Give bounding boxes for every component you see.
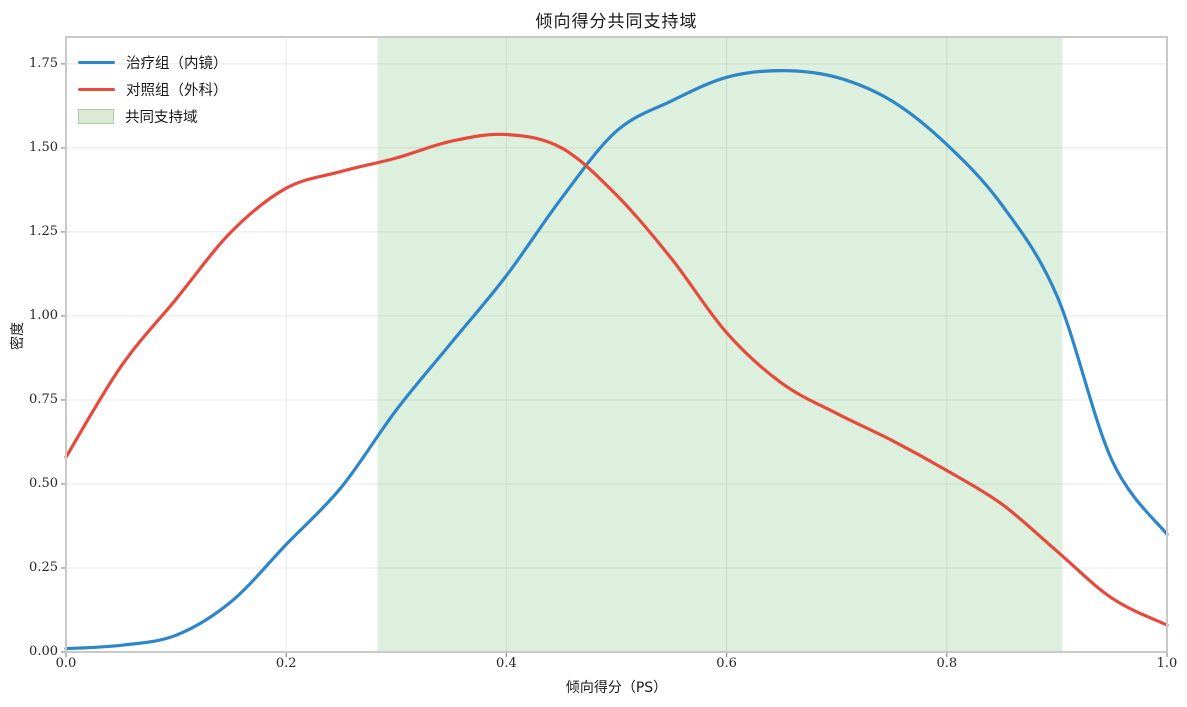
x-tick-label: 0.4 bbox=[496, 656, 517, 671]
legend-line-swatch bbox=[78, 87, 115, 92]
x-tick-label: 0.2 bbox=[275, 656, 297, 671]
y-tick-label: 0.25 bbox=[29, 559, 58, 575]
y-tick-label: 1.00 bbox=[29, 307, 58, 323]
common-support-region bbox=[377, 37, 1063, 652]
legend-item-common-support: 共同支持域 bbox=[78, 103, 228, 130]
y-tick-label: 1.25 bbox=[29, 223, 58, 239]
axes-frame bbox=[65, 36, 1168, 653]
legend-line-swatch bbox=[78, 60, 115, 65]
x-tick-label: 0.0 bbox=[55, 656, 77, 671]
x-axis-label: 倾向得分（PS） bbox=[565, 680, 668, 696]
legend-label: 对照组（外科） bbox=[126, 83, 228, 99]
legend: 治疗组（内镜） 对照组（外科） 共同支持域 bbox=[78, 49, 228, 130]
y-tick-label: 1.75 bbox=[29, 55, 58, 71]
chart-title: 倾向得分共同支持域 bbox=[535, 12, 698, 32]
treatment-curve bbox=[64, 68, 1169, 651]
x-tick-label: 0.8 bbox=[936, 656, 958, 671]
y-tick-label: 0.00 bbox=[29, 644, 58, 659]
x-tick-label: 1.0 bbox=[1156, 656, 1178, 671]
legend-item-treatment: 治疗组（内镜） bbox=[78, 49, 228, 76]
legend-label: 共同支持域 bbox=[125, 110, 198, 126]
legend-patch-swatch bbox=[78, 109, 114, 124]
y-tick-label: 0.50 bbox=[29, 475, 58, 491]
legend-label: 治疗组（内镜） bbox=[126, 56, 228, 72]
y-tick-label: 1.50 bbox=[29, 139, 58, 155]
legend-item-control: 对照组（外科） bbox=[78, 76, 228, 103]
y-tick-label: 0.75 bbox=[29, 391, 58, 407]
x-tick-label: 0.6 bbox=[716, 656, 737, 671]
control-curve bbox=[64, 132, 1169, 627]
